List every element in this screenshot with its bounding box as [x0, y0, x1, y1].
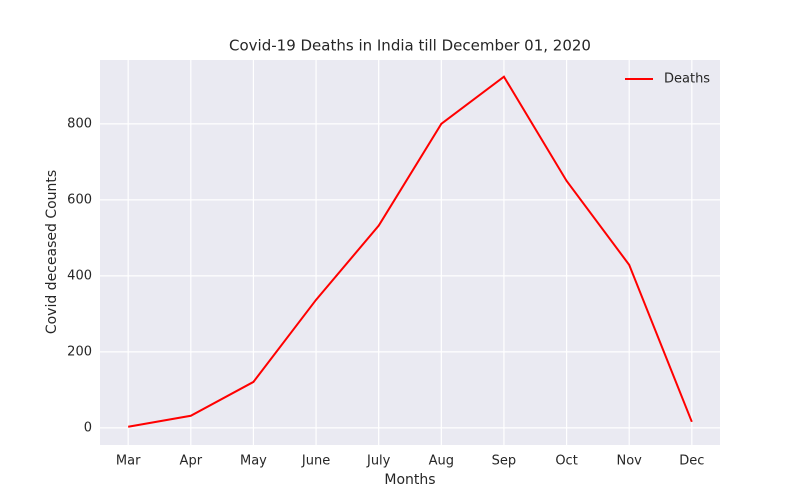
- y-axis-label: Covid deceased Counts: [44, 170, 60, 334]
- x-tick-label: Dec: [679, 454, 704, 469]
- x-tick-label: Nov: [617, 454, 643, 469]
- x-tick-label: Aug: [429, 454, 454, 469]
- legend-label: Deaths: [664, 72, 710, 87]
- x-axis-label: Months: [384, 472, 435, 488]
- y-tick-label: 0: [84, 420, 92, 435]
- x-tick-label: July: [366, 454, 391, 469]
- y-tick-label: 400: [67, 268, 92, 283]
- plot-area: [100, 60, 720, 445]
- chart-title: Covid-19 Deaths in India till December 0…: [229, 37, 591, 55]
- line: [128, 75, 693, 428]
- y-tick-label: 800: [67, 116, 92, 131]
- y-tick-label: 600: [67, 192, 92, 207]
- x-tick-label: May: [240, 454, 267, 469]
- x-tick-label: Sep: [492, 454, 517, 469]
- x-tick-label: Mar: [116, 454, 141, 469]
- x-tick-label: Oct: [555, 454, 577, 469]
- y-tick-label: 200: [67, 344, 92, 359]
- x-tick-label: June: [301, 454, 330, 469]
- x-tick-label: Apr: [180, 454, 203, 469]
